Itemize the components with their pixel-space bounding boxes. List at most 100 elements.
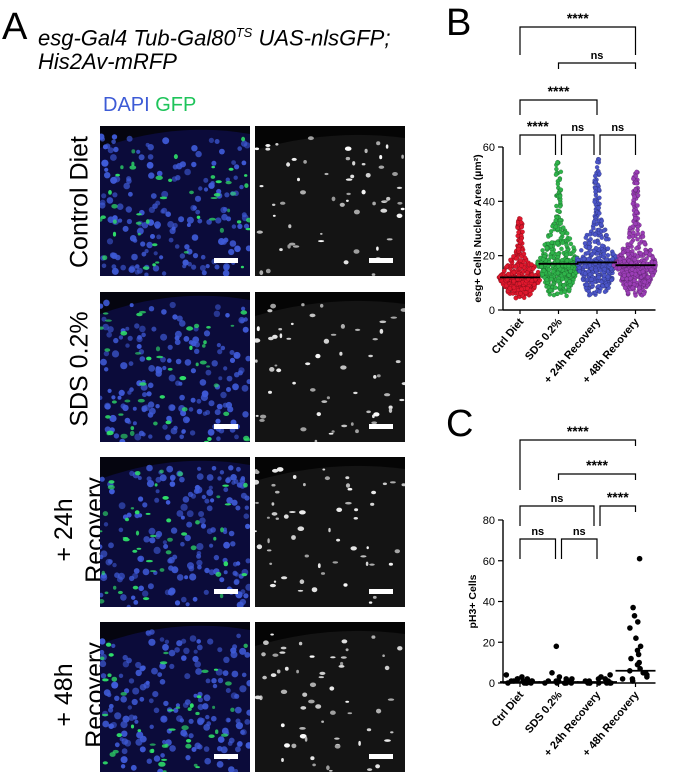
dapi-nucleus [159,474,167,482]
gfp-cell [364,148,368,154]
significance-label: **** [567,10,589,26]
gfp-cell [136,312,143,317]
dapi-nucleus [207,428,215,436]
gfp-cell [387,698,395,701]
data-point [511,285,517,291]
dapi-nucleus [134,512,140,519]
dapi-nucleus [163,700,169,707]
dapi-nucleus [229,357,236,363]
dapi-nucleus [112,192,118,198]
dapi-nucleus [114,742,120,748]
gfp-cell [307,136,314,141]
gfp-cell [210,175,216,179]
dapi-nucleus [104,172,111,179]
data-point [635,619,641,625]
gfp-cell [267,538,270,544]
dapi-nucleus [182,496,190,503]
y-tick-label: 40 [483,196,495,208]
dapi-nucleus [144,272,149,276]
gfp-cell [162,496,169,500]
dapi-nucleus [184,244,190,250]
dapi-nucleus [193,488,200,494]
gfp-cell [177,471,184,477]
gfp-cell [105,319,112,322]
dapi-nucleus [126,218,132,225]
data-point [561,283,567,288]
gfp-cell [289,242,296,246]
gfp-cell [131,149,136,154]
dapi-nucleus [109,488,115,495]
gfp-cell [316,412,321,417]
data-point [503,672,510,678]
data-point [604,257,609,263]
gfp-cell [122,537,130,542]
data-point [611,251,616,257]
significance-bracket [519,99,598,115]
dapi-nucleus [148,434,153,439]
micrograph-texture [100,625,250,772]
tissue-shadow [255,465,405,607]
dapi-nucleus [196,559,203,566]
data-point [555,278,561,284]
dapi-nucleus [221,213,228,221]
dapi-nucleus [118,502,126,510]
x-tick-label: Ctrl Diet [490,316,527,357]
dapi-nucleus [146,464,153,472]
gfp-cell [156,355,164,359]
gfp-cell [222,484,229,487]
gfp-cell [347,487,353,491]
gfp-cell [353,391,358,395]
dapi-nucleus [142,502,148,508]
gfp-cell [353,209,360,215]
dapi-nucleus [206,528,213,535]
gfp-cell [159,469,164,474]
gfp-cell [159,395,165,399]
gfp-cell [276,368,282,373]
dapi-nucleus [155,476,162,483]
micrograph-texture [255,457,405,607]
gfp-cell [284,743,290,748]
gfp-cell [104,591,109,595]
gfp-cell [105,642,112,647]
dapi-nucleus [184,699,191,705]
dapi-nucleus [122,715,130,723]
gfp-cell [379,320,387,324]
gfp-cell [255,359,258,363]
significance-bracket [519,134,557,155]
data-point [595,251,600,256]
gfp-cell [210,197,218,199]
dapi-nucleus [120,362,128,370]
data-point [564,252,570,258]
dapi-nucleus [181,596,187,603]
dapi-nucleus [174,600,181,606]
gfp-cell [104,348,111,352]
data-point [635,227,640,233]
panel-a-letter: A [2,6,28,48]
dapi-nucleus [203,187,209,192]
data-point [519,674,525,680]
dapi-nucleus [167,344,173,350]
data-point [635,192,641,198]
data-point [560,276,565,282]
data-point [582,271,588,276]
dapi-nucleus [233,175,238,180]
gfp-cell [275,490,280,494]
dapi-nucleus [233,479,239,484]
gfp-cell [354,508,359,512]
dapi-nucleus [126,512,132,518]
gfp-cell [159,196,168,200]
gfp-cell [331,196,336,202]
gfp-cell [360,555,367,558]
gfp-cell [289,511,296,513]
y-tick-label: 20 [483,251,495,263]
data-point [591,225,596,231]
data-point [596,274,602,280]
gfp-cell [175,706,181,709]
dapi-nucleus [100,544,103,550]
gfp-cell [324,172,329,176]
gfp-cell [118,413,124,416]
data-point [540,272,545,277]
data-point [599,218,605,224]
dapi-nucleus [122,225,129,232]
dapi-nucleus [232,644,238,650]
